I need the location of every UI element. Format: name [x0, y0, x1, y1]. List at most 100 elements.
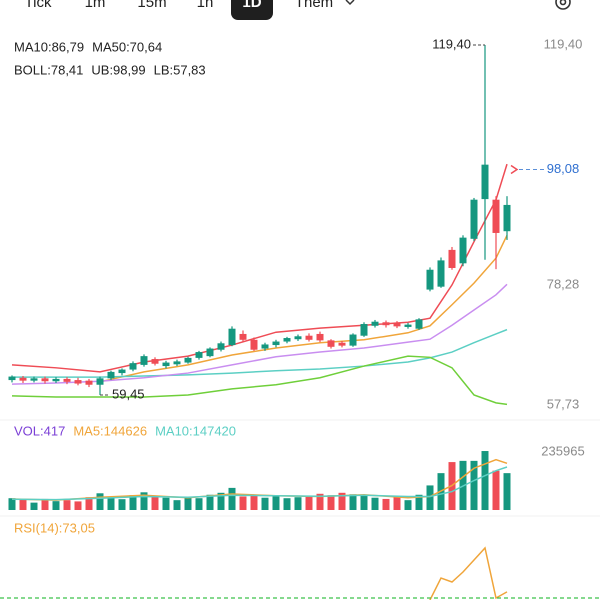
candle-body: [30, 378, 38, 381]
volume-bar: [8, 498, 16, 510]
y-tick-label: 78,28: [547, 276, 580, 291]
candle-body: [129, 363, 137, 370]
candle-body: [426, 269, 434, 290]
indicator-label: MA5:144626: [73, 423, 147, 438]
volume-bar: [327, 495, 335, 510]
tab[interactable]: 1m: [85, 0, 106, 11]
volume-bar: [261, 497, 269, 510]
volume-bar: [481, 451, 489, 510]
y-tick-label: 235965: [541, 443, 584, 458]
volume-bar: [19, 499, 27, 510]
volume-bar: [184, 497, 192, 510]
volume-bar: [426, 485, 434, 510]
more-chevron[interactable]: [345, 0, 355, 6]
volume-bar: [63, 500, 71, 510]
settings-icon[interactable]: [555, 0, 571, 10]
volume-bar: [360, 495, 368, 510]
selected-tab-pill: [231, 0, 273, 20]
volume-bar: [382, 498, 390, 510]
indicator-label: MA50:70,64: [92, 39, 162, 54]
volume-bar: [217, 492, 225, 510]
indicator-line: [11, 283, 508, 385]
candle-body: [371, 321, 379, 326]
indicator-label: MA10:147420: [155, 423, 236, 438]
candle-body: [228, 328, 236, 346]
tab[interactable]: Them: [295, 0, 333, 11]
candle-body: [173, 361, 181, 365]
candle-body: [206, 348, 214, 357]
candle-body: [195, 352, 203, 358]
indicator-label: LB:57,83: [154, 62, 206, 77]
volume-bar: [272, 495, 280, 510]
last-price-label: 98,08: [547, 161, 580, 176]
candle-body: [283, 338, 291, 342]
tab[interactable]: 1h: [197, 0, 214, 11]
candle-body: [294, 336, 302, 340]
volume-bar: [349, 494, 357, 510]
volume-bar: [129, 495, 137, 510]
y-tick-label: 119,40: [544, 36, 583, 51]
candle-body: [239, 333, 247, 340]
volume-bar: [283, 498, 291, 510]
volume-bar: [195, 498, 203, 510]
volume-bar: [316, 493, 324, 510]
candle-body: [19, 377, 27, 381]
volume-bar: [415, 494, 423, 510]
volume-bar: [404, 500, 412, 510]
candle-body: [250, 339, 258, 350]
candle-body: [349, 334, 357, 346]
indicator-label: BOLL:78,41: [14, 62, 83, 77]
candle-body: [162, 362, 170, 367]
candle-body: [481, 164, 489, 200]
candle-body: [8, 376, 16, 381]
last-price-marker: [510, 164, 519, 175]
volume-bar: [96, 493, 104, 510]
candle-body: [151, 359, 159, 364]
candle-body: [184, 357, 192, 363]
candle-body: [305, 335, 313, 340]
volume-bar: [492, 470, 500, 510]
candle-body: [118, 369, 126, 374]
indicator-label: UB:98,99: [91, 62, 145, 77]
candle-body: [338, 342, 346, 346]
candle-body: [382, 322, 390, 326]
indicator-line: [11, 466, 508, 501]
volume-bar: [85, 497, 93, 510]
volume-bar: [206, 494, 214, 510]
tab[interactable]: 15m: [137, 0, 166, 11]
candle-body: [503, 204, 511, 232]
volume-bar: [305, 495, 313, 510]
tab[interactable]: Tick: [25, 0, 52, 11]
candle-body: [85, 380, 93, 385]
volume-bar: [173, 500, 181, 510]
volume-bar: [503, 473, 511, 510]
candle-body: [404, 324, 412, 327]
indicator-line: [12, 328, 508, 378]
candle-body: [437, 260, 445, 287]
indicator-line: [11, 163, 508, 373]
candle-body: [459, 237, 467, 264]
candle-body: [272, 341, 280, 346]
volume-label: VOL:417: [14, 423, 65, 438]
volume-bar: [470, 460, 478, 510]
candle-body: [448, 249, 456, 268]
candle-body: [107, 371, 115, 379]
candle-body: [217, 343, 225, 350]
candle-body: [140, 356, 148, 365]
volume-bar: [107, 496, 115, 510]
candle-body: [63, 378, 71, 382]
candle-body: [360, 324, 368, 336]
candle-body: [470, 199, 478, 239]
indicator-label: RSI(14):73,05: [14, 520, 95, 535]
tab[interactable]: 1D: [242, 0, 261, 11]
volume-bar: [162, 497, 170, 510]
volume-bar: [239, 496, 247, 510]
candle-body: [261, 344, 269, 349]
min-label: 59,45: [112, 386, 145, 401]
candle-body: [316, 333, 324, 341]
volume-bar: [371, 497, 379, 510]
volume-bar: [30, 502, 38, 510]
candle-body: [74, 380, 82, 384]
candle-body: [52, 378, 60, 382]
